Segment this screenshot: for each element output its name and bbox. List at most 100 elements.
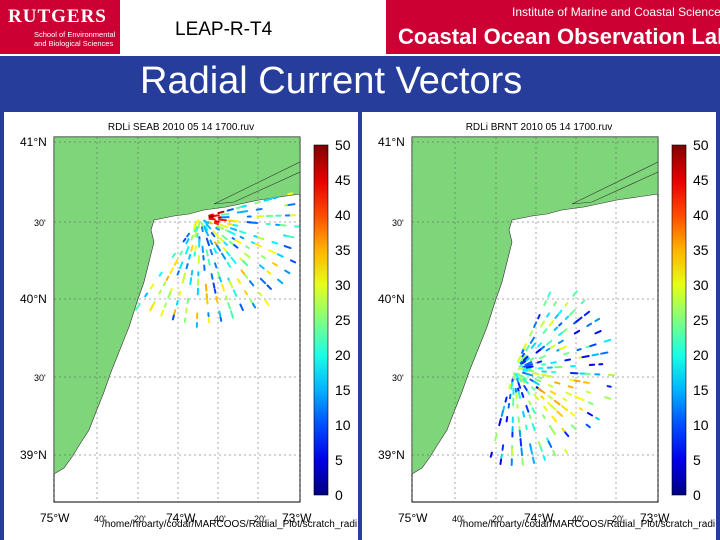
radial-vector (547, 394, 553, 400)
radial-vector (583, 310, 591, 317)
radial-vector (232, 289, 238, 297)
radial-map-figure: 41°N 30' 40°N 30' 39°N 75°W 40' 20' 74°W 40' 20' 73… (378, 135, 709, 525)
radial-vector (266, 270, 272, 275)
radial-vector (568, 308, 576, 316)
radial-vector (517, 355, 522, 363)
figure-file-path: /home/hroarty/codar/MARCOOS/Radial_Plot/… (460, 519, 716, 530)
longitude-label: 40' (452, 514, 464, 524)
radial-vector (263, 197, 273, 202)
radial-vector (239, 235, 245, 240)
radial-vector (522, 378, 529, 385)
radial-vector (162, 281, 167, 287)
latitude-label: 30' (34, 373, 46, 383)
latitude-label: 30' (392, 218, 404, 228)
radial-vector (525, 404, 530, 413)
radial-vector (220, 212, 230, 216)
radial-vector (234, 238, 242, 245)
radial-vectors (489, 290, 616, 466)
radial-vector (221, 234, 228, 241)
radial-vector (215, 244, 222, 252)
colorbar-tick-label: 5 (335, 452, 343, 468)
radial-vector (271, 241, 279, 245)
radial-vector (233, 243, 239, 249)
radial-vector (212, 282, 216, 289)
radial-vector (567, 385, 574, 389)
radial-vector (528, 400, 532, 406)
radial-vector (223, 241, 228, 246)
radial-vector (516, 377, 520, 384)
colorbar-tick-label: 50 (693, 137, 709, 153)
radial-vector (284, 269, 291, 275)
latitude-label: 30' (392, 373, 404, 383)
radial-vector (210, 231, 216, 238)
longitude-label: 73°W (282, 511, 312, 525)
latitude-label: 41°N (378, 135, 405, 149)
radial-vector (203, 220, 209, 225)
latitude-label: 40°N (20, 292, 47, 306)
radial-vector (489, 451, 493, 458)
radial-vector (526, 390, 531, 396)
radial-vector (226, 261, 232, 268)
radial-vector (212, 230, 220, 238)
header-bar: RUTGERS School of Environmental and Biol… (0, 0, 720, 56)
radial-vector (289, 259, 297, 264)
radial-vector (287, 192, 294, 196)
radial-vector (531, 456, 536, 464)
radial-vector (197, 220, 201, 229)
radial-vector (594, 330, 602, 335)
land-mass (53, 136, 301, 475)
radial-vector (587, 401, 594, 405)
radial-vector (516, 372, 522, 378)
radial-vector (204, 283, 208, 292)
radial-vector (239, 303, 244, 312)
radial-vector (193, 225, 198, 233)
radial-vector (184, 246, 190, 255)
radial-vector (531, 422, 536, 432)
radial-vector (256, 236, 265, 241)
radial-vector (525, 372, 534, 377)
radial-vector (176, 270, 180, 276)
radial-vector (563, 351, 570, 356)
colorbar-tick-label: 0 (693, 487, 701, 503)
longitude-label: 74°W (166, 511, 196, 525)
radial-vector (158, 289, 162, 295)
radial-vector (259, 277, 267, 285)
radial-vector (215, 227, 220, 231)
colorbar-tick-label: 30 (335, 277, 351, 293)
radial-vector (189, 276, 193, 286)
radial-vector (507, 402, 511, 409)
radial-vector (254, 200, 261, 205)
radial-vector (287, 203, 296, 207)
longitude-label: 20' (612, 514, 624, 524)
colorbar-tick-label: 25 (693, 312, 709, 328)
radial-vector (194, 245, 197, 252)
radial-vector (523, 385, 529, 393)
radial-vector (200, 221, 205, 229)
colorbar-tick-label: 40 (335, 207, 351, 223)
radial-vector (213, 214, 220, 217)
radial-vector (179, 261, 184, 270)
radial-vector (268, 249, 277, 255)
radial-vector (227, 230, 236, 236)
radial-vector (508, 383, 512, 390)
radial-vector (595, 416, 600, 421)
radial-vector (250, 241, 256, 245)
radial-vector (575, 316, 583, 323)
radial-vector (169, 267, 174, 275)
lab-logo: Institute of Marine and Coastal Sciences… (386, 0, 720, 54)
radial-vector (175, 299, 179, 306)
radial-vector (581, 355, 590, 359)
longitude-label: 73°W (640, 511, 670, 525)
radial-vector (557, 309, 563, 316)
radial-vector (533, 393, 540, 401)
radial-vector (190, 269, 194, 276)
radial-vector (576, 348, 582, 352)
radial-vector (260, 255, 266, 260)
colorbar (313, 144, 329, 496)
radial-vector (213, 247, 218, 254)
radial-vector (181, 275, 186, 284)
radial-vector (525, 424, 528, 431)
radial-vector (232, 223, 239, 227)
radial-vector (501, 444, 505, 451)
radial-vector (500, 409, 505, 417)
